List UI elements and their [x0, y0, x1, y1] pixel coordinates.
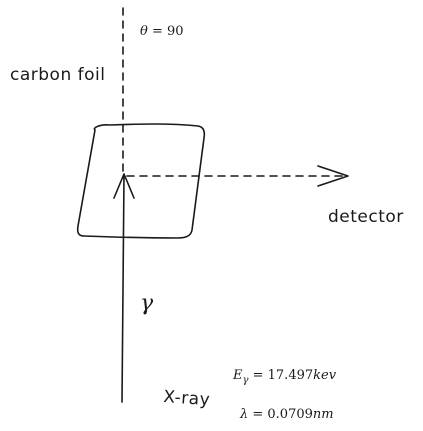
- carbon-foil-shape: [76, 123, 206, 239]
- theta-label: θ = 90: [140, 24, 184, 39]
- energy-value: = 17.497: [248, 368, 313, 383]
- energy-subscript: γ: [243, 375, 249, 386]
- wavelength-label: λ = 0.0709nm: [239, 407, 334, 422]
- theta-symbol: θ: [140, 24, 148, 39]
- lambda-unit: nm: [313, 407, 334, 422]
- lambda-value: = 0.0709: [248, 407, 313, 422]
- incident-arrowhead: [113, 173, 135, 199]
- scattered-arrowhead: [317, 165, 349, 187]
- energy-symbol: E: [232, 368, 243, 383]
- energy-label: Eγ = 17.497kev: [232, 368, 337, 386]
- lambda-symbol: λ: [239, 407, 248, 422]
- detector-label: detector: [328, 207, 404, 227]
- incident-xray-beam: [121, 174, 125, 403]
- energy-unit: kev: [313, 368, 337, 383]
- gamma-label: γ: [140, 291, 154, 316]
- carbon-foil-label: carbon foil: [10, 65, 105, 85]
- theta-value: = 90: [148, 24, 184, 39]
- xray-label: X-ray: [163, 387, 211, 410]
